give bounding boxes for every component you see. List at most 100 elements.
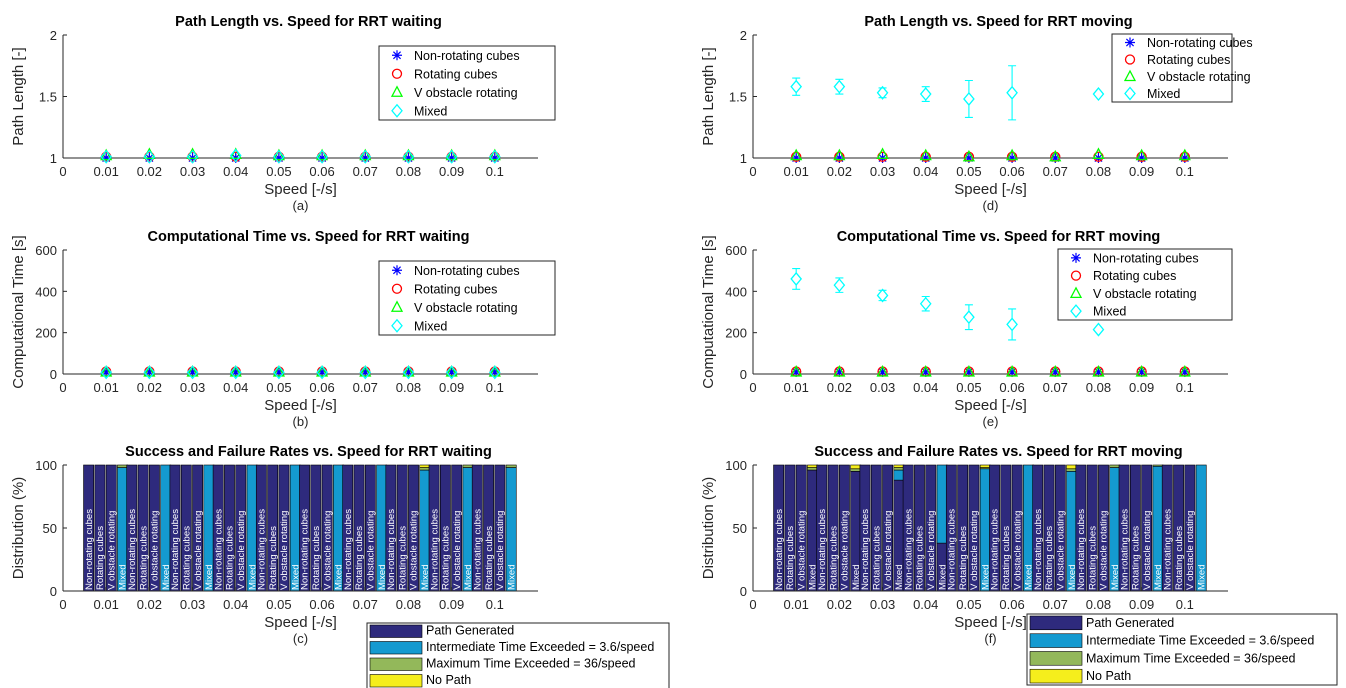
x-tick-label: 0.07 — [353, 380, 378, 395]
x-tick-label: 0.01 — [784, 380, 809, 395]
bar-label-c-2-0: Non-rotating cubes — [170, 509, 181, 590]
point-b-3-7 — [402, 365, 415, 380]
point-e-0-7 — [1093, 366, 1104, 377]
point-b-3-9 — [488, 365, 501, 380]
x-tick-label: 0.06 — [309, 380, 334, 395]
point-d-0-3 — [920, 153, 931, 163]
bar-label-f-9-1: Rotating cubes — [1174, 526, 1185, 590]
bar-label-f-3-1: Rotating cubes — [915, 526, 926, 590]
bar-label-c-4-2: V obstacle rotating — [279, 511, 290, 590]
bar-label-c-8-3: Mixed — [463, 564, 474, 590]
point-b-3-0 — [100, 365, 113, 380]
point-d-2-9 — [1178, 148, 1191, 161]
x-tick-label: 0.07 — [353, 164, 378, 179]
y-tick-label: 200 — [35, 326, 57, 341]
point-d-2-4 — [962, 149, 975, 162]
point-a-3-0 — [100, 149, 113, 164]
bar-label-c-4-0: Non-rotating cubes — [257, 509, 268, 590]
bar-label-f-1-2: V obstacle rotating — [840, 511, 851, 590]
point-d-3-7 — [1092, 87, 1105, 102]
legend-label-2: V obstacle rotating — [414, 301, 518, 315]
point-a-0-9 — [489, 153, 500, 163]
subplot-caption: (c) — [293, 631, 308, 646]
point-e-0-4 — [963, 366, 974, 377]
x-tick-label: 0.02 — [137, 597, 162, 612]
x-tick-label: 0.02 — [137, 164, 162, 179]
point-b-3-8 — [445, 365, 458, 380]
x-tick-label: 0.05 — [956, 164, 981, 179]
bar-label-f-7-3: Mixed — [1110, 564, 1121, 590]
point-a-2-0 — [100, 148, 113, 161]
x-tick-label: 0.09 — [439, 380, 464, 395]
point-d-2-8 — [1135, 148, 1148, 161]
legend-label-1: Intermediate Time Exceeded = 3.6/speed — [426, 640, 654, 654]
bar-label-c-0-1: Rotating cubes — [95, 526, 106, 590]
y-tick-label: 0 — [50, 367, 57, 382]
errorbar-d-3-4 — [964, 79, 973, 118]
legend-marker-3 — [391, 103, 403, 118]
point-e-3-2 — [876, 288, 889, 303]
bar-label-f-8-1: Rotating cubes — [1131, 526, 1142, 590]
legend-marker-0 — [1125, 37, 1135, 48]
point-b-0-2 — [187, 366, 198, 377]
chart-title: Path Length vs. Speed for RRT waiting — [175, 14, 442, 30]
legend-marker-0 — [392, 50, 402, 61]
y-tick-label: 1 — [740, 151, 747, 166]
bar-label-f-1-1: Rotating cubes — [828, 526, 839, 590]
x-axis-label: Speed [-/s] — [264, 181, 337, 198]
point-d-2-2 — [876, 147, 889, 159]
legend-label-0: Non-rotating cubes — [414, 49, 520, 63]
point-e-0-3 — [920, 366, 931, 377]
legend-box — [1057, 248, 1233, 321]
point-d-2-7 — [1092, 147, 1105, 159]
x-tick-label: 0.04 — [913, 380, 938, 395]
bar-label-c-0-0: Non-rotating cubes — [84, 509, 95, 590]
bar-label-f-3-2: V obstacle rotating — [926, 511, 937, 590]
bar-f-6-3-2 — [1066, 468, 1078, 472]
bar-label-c-7-1: Rotating cubes — [397, 526, 408, 590]
point-b-0-5 — [317, 366, 328, 377]
x-tick-label: 0.1 — [486, 597, 504, 612]
legend-marker-3 — [391, 318, 403, 333]
y-axis-label: Computational Time [s] — [700, 235, 717, 388]
bar-label-f-9-0: Non-rotating cubes — [1162, 509, 1173, 590]
point-a-0-4 — [273, 153, 284, 163]
errorbar-d-3-5 — [1008, 65, 1017, 121]
x-tick-label: 0.04 — [913, 164, 938, 179]
x-tick-label: 0.1 — [1176, 380, 1194, 395]
bar-label-f-4-0: Non-rotating cubes — [947, 509, 958, 590]
y-tick-label: 100 — [725, 458, 747, 473]
legend-label-2: Maximum Time Exceeded = 36/speed — [1086, 651, 1296, 665]
bar-f-2-3-1 — [893, 469, 905, 481]
bar-label-c-1-1: Rotating cubes — [138, 526, 149, 590]
legend-swatch-2 — [369, 657, 423, 671]
point-a-0-8 — [446, 153, 457, 163]
point-e-0-0 — [791, 366, 802, 377]
bar-f-2-3-3 — [893, 464, 905, 468]
x-axis-label: Speed [-/s] — [954, 397, 1027, 414]
point-d-3-5 — [1006, 85, 1018, 100]
point-a-0-0 — [101, 153, 112, 163]
legend-label-3: No Path — [1086, 669, 1131, 683]
chart-title: Computational Time vs. Speed for RRT mov… — [837, 229, 1161, 245]
x-tick-label: 0.02 — [137, 380, 162, 395]
bar-label-c-7-2: V obstacle rotating — [409, 511, 420, 590]
x-tick-label: 0.03 — [180, 164, 205, 179]
point-b-0-8 — [446, 366, 457, 377]
point-d-1-1 — [834, 151, 845, 162]
point-b-3-4 — [273, 365, 285, 380]
bar-label-f-5-0: Non-rotating cubes — [990, 509, 1001, 590]
point-b-3-5 — [316, 365, 328, 380]
point-d-3-1 — [833, 79, 846, 94]
bar-label-f-5-3: Mixed — [1024, 564, 1035, 590]
point-d-3-0 — [790, 79, 803, 94]
legend-label-2: V obstacle rotating — [414, 86, 518, 100]
bar-label-c-1-3: Mixed — [161, 564, 172, 590]
x-tick-label: 0 — [59, 597, 66, 612]
point-e-0-8 — [1136, 366, 1147, 377]
point-a-0-6 — [360, 153, 371, 163]
point-a-3-3 — [229, 148, 242, 163]
point-e-0-2 — [877, 366, 888, 377]
legend-marker-2 — [390, 300, 404, 312]
bar-label-c-6-3: Mixed — [377, 564, 388, 590]
